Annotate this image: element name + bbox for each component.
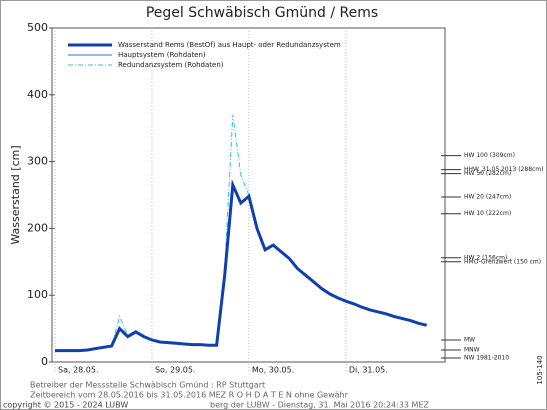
series-line [55, 179, 428, 353]
y-tick-label: 0 [41, 355, 48, 368]
y-tick-label: 400 [27, 88, 48, 101]
level-label: MNW [464, 346, 480, 353]
level-label: HW 2 (156cm) [464, 254, 507, 261]
legend-label: Wasserstand Rems (BestOf) aus Haupt- ode… [118, 41, 341, 49]
level-label: HW 100 (309cm) [464, 152, 515, 159]
chart-title: Pegel Schwäbisch Gmünd / Rems [146, 5, 378, 21]
y-tick-label: 100 [27, 288, 48, 301]
footer: copyright © 2015 - 2024 LUBW [3, 401, 128, 410]
y-tick-label: 200 [27, 221, 48, 234]
legend-label: Hauptsystem (Rohdaten) [118, 51, 206, 59]
legend-label: Redundanzsystem (Rohdaten) [118, 61, 224, 69]
level-label: NW 1981-2010 [464, 354, 509, 361]
level-label: MW [464, 336, 475, 343]
x-tick-label: Mo, 30.05. [252, 366, 294, 375]
footer: Zeitbereich vom 28.05.2016 bis 31.05.201… [30, 391, 349, 400]
x-tick-label: So, 29.05. [155, 366, 196, 375]
x-tick-label: Di, 31.05. [349, 366, 388, 375]
side-label: 105-140 [536, 355, 544, 384]
level-label: HW 50 (282cm) [464, 170, 511, 177]
y-tick-label: 300 [27, 155, 48, 168]
x-tick-label: Sa, 28.05. [58, 366, 99, 375]
footer: berg der LUBW - Dienstag, 31. Mai 2016 2… [210, 401, 430, 410]
level-label: HW 10 (222cm) [464, 210, 511, 217]
level-label: HMO-Grenzwert (150 cm) [464, 258, 541, 265]
level-label: HW 20 (247cm) [464, 194, 511, 201]
y-tick-label: 500 [27, 21, 48, 34]
level-label: HHW_31.05.2013 (288cm) [464, 166, 544, 173]
y-axis-label: Wasserstand [cm] [9, 145, 22, 244]
footer: Betreiber der Messstelle Schwäbisch Gmün… [30, 381, 265, 390]
